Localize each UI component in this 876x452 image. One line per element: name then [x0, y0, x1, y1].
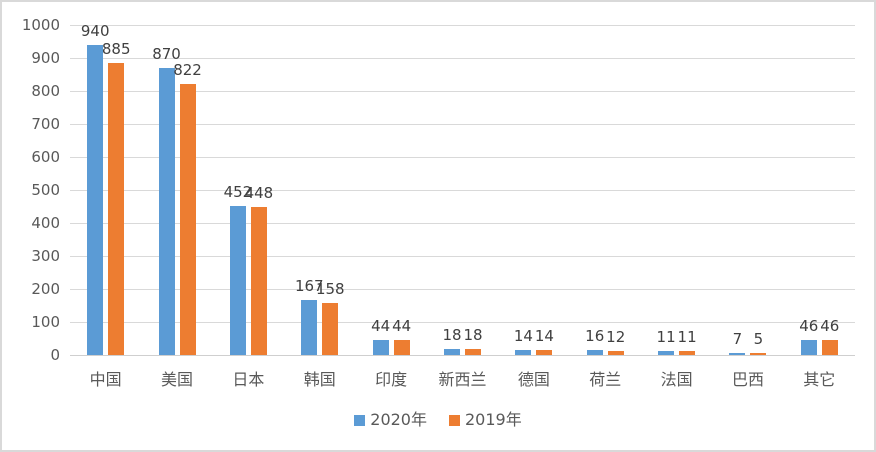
bar-value-label: 940	[80, 22, 110, 40]
y-axis-tick-label: 300	[31, 247, 60, 265]
category-label: 巴西	[731, 370, 764, 389]
bar-series1-cat6	[536, 350, 553, 355]
category-label: 德国	[517, 370, 550, 389]
gridline	[70, 123, 855, 125]
y-axis-tick-label: 0	[50, 346, 60, 364]
bar-series0-cat1	[158, 68, 175, 355]
bar-series1-cat8	[679, 351, 696, 355]
x-axis-line	[70, 355, 855, 356]
gridline	[70, 255, 855, 257]
bar-series1-cat7	[607, 351, 624, 355]
gridline	[70, 189, 855, 191]
category-label: 新西兰	[438, 370, 487, 389]
y-axis-tick-label: 500	[31, 181, 60, 199]
category-label: 印度	[375, 370, 408, 389]
category-label: 日本	[232, 370, 265, 389]
bar-series1-cat3	[322, 303, 339, 355]
bar-value-label: 14	[534, 327, 554, 345]
bar-value-label: 5	[753, 330, 764, 348]
y-axis-tick-label: 1000	[21, 16, 60, 34]
category-label: 美国	[161, 370, 194, 389]
bar-series1-cat4	[393, 340, 410, 355]
bar-value-label: 46	[820, 317, 840, 335]
y-axis-tick-label: 400	[31, 214, 60, 232]
bar-value-label: 167	[294, 277, 324, 295]
gridline	[70, 222, 855, 224]
gridline	[70, 24, 855, 26]
bar-series1-cat2	[250, 207, 267, 355]
bar-value-label: 870	[152, 45, 181, 63]
bar-value-label: 44	[371, 317, 391, 335]
bar-value-label: 12	[606, 328, 626, 346]
bar-value-label: 885	[101, 40, 131, 58]
category-label: 其它	[803, 370, 836, 389]
gridline	[70, 288, 855, 290]
category-label: 荷兰	[589, 370, 622, 389]
legend-label: 2019年	[465, 410, 522, 429]
gridline	[70, 90, 855, 92]
bar-series0-cat5	[444, 349, 460, 355]
bar-series0-cat7	[586, 350, 603, 355]
bar-value-label: 448	[244, 184, 274, 202]
bar-series1-cat0	[108, 63, 125, 355]
bar-series0-cat6	[515, 350, 532, 355]
bar-series0-cat2	[229, 206, 246, 355]
gridline	[70, 57, 855, 59]
bar-series0-cat0	[87, 45, 104, 355]
bar-value-label: 7	[732, 330, 743, 348]
bar-value-label: 18	[463, 326, 483, 344]
category-label: 法国	[660, 370, 693, 389]
bar-series0-cat3	[301, 300, 318, 355]
legend-item: 2020年	[354, 412, 427, 428]
y-axis-tick-label: 100	[31, 313, 60, 331]
bar-series1-cat9	[750, 353, 767, 355]
legend-swatch-icon	[449, 414, 460, 426]
y-axis-tick-label: 200	[31, 280, 60, 298]
bar-series0-cat4	[372, 340, 389, 355]
y-axis-tick-label: 800	[31, 82, 60, 100]
bar-series0-cat9	[729, 353, 746, 355]
bar-series1-cat5	[465, 349, 481, 355]
gridline	[70, 321, 855, 323]
bar-value-label: 11	[677, 328, 697, 346]
bar-value-label: 822	[173, 61, 202, 79]
gridline	[70, 156, 855, 158]
bar-value-label: 11	[656, 328, 676, 346]
bar-value-label: 18	[442, 326, 462, 344]
legend-item: 2019年	[449, 412, 522, 428]
chart-legend: 2020年 2019年	[2, 412, 874, 428]
category-label: 韩国	[303, 370, 336, 389]
category-label: 中国	[89, 370, 122, 389]
legend-label: 2020年	[370, 410, 427, 429]
bar-value-label: 452	[223, 183, 253, 201]
bar-value-label: 16	[585, 327, 605, 345]
y-axis-tick-label: 600	[31, 148, 60, 166]
bar-series0-cat8	[658, 351, 675, 355]
bar-value-label: 14	[513, 327, 533, 345]
bar-series1-cat10	[821, 340, 838, 355]
bar-series1-cat1	[179, 84, 196, 355]
y-axis-tick-label: 900	[31, 49, 60, 67]
legend-swatch-icon	[354, 414, 366, 426]
bar-series0-cat10	[800, 340, 817, 355]
bar-value-label: 158	[315, 280, 345, 298]
bar-value-label: 46	[799, 317, 819, 335]
bar-value-label: 44	[392, 317, 412, 335]
y-axis-tick-label: 700	[31, 115, 60, 133]
